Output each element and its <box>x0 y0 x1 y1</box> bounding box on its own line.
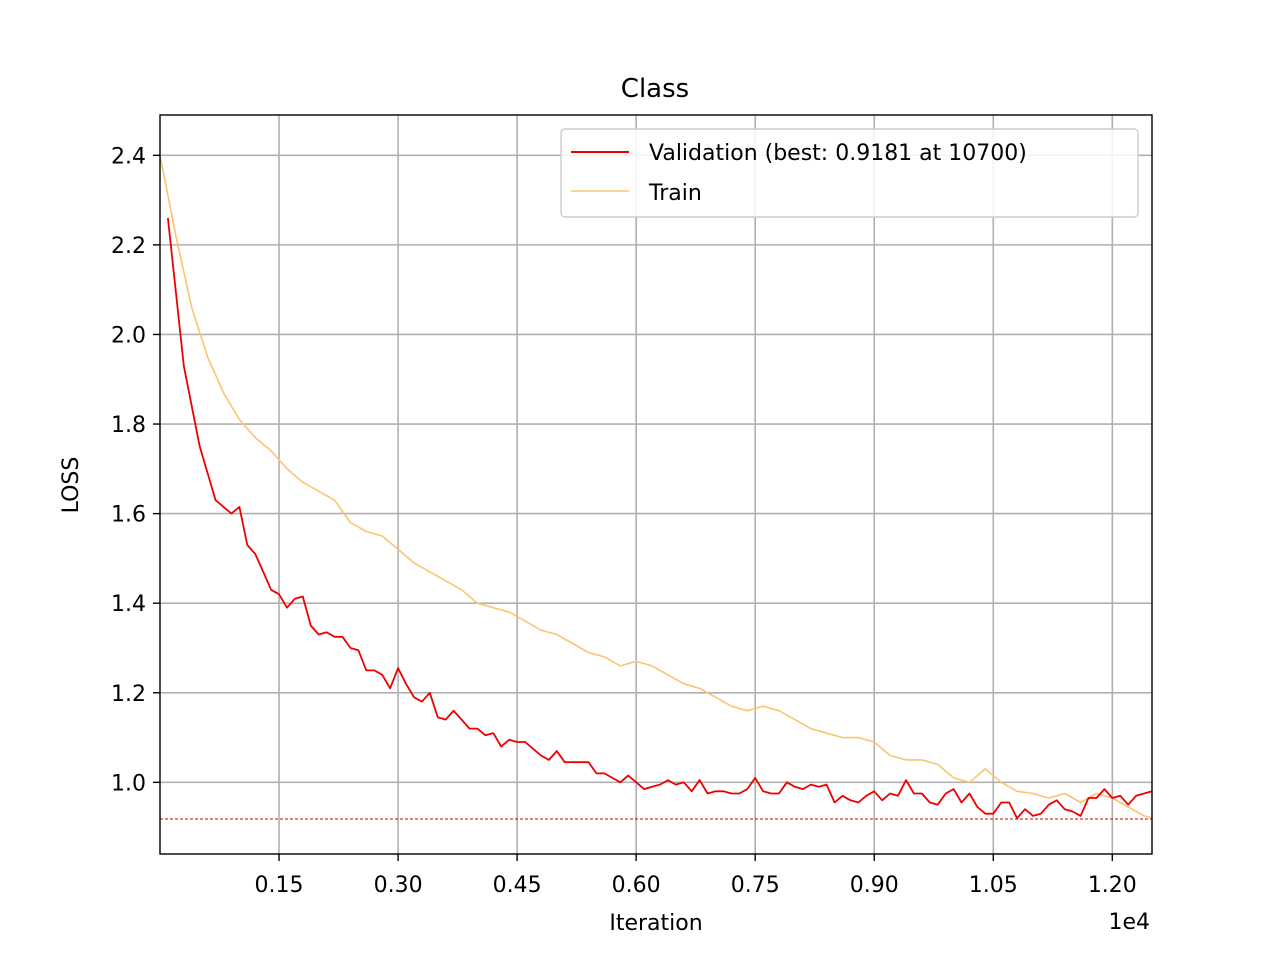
y-tick-label: 1.0 <box>111 771 146 796</box>
x-axis-label: Iteration <box>609 911 702 936</box>
grid-lines <box>160 115 1152 854</box>
plot-frame <box>159 114 1153 855</box>
series-lines <box>159 155 1153 820</box>
y-tick-label: 2.4 <box>111 144 146 169</box>
axis-ticks: 0.15 0.30 0.45 0.60 0.75 0.90 1.05 1.20 1.0 1.2 1.… <box>111 144 1137 898</box>
y-tick-label: 2.0 <box>111 323 146 348</box>
legend: Validation (best: 0.9181 at 10700) Train <box>560 128 1139 218</box>
series-line-validation <box>167 217 1153 820</box>
y-tick-label: 1.4 <box>111 592 146 617</box>
x-tick-label: 0.15 <box>255 873 304 898</box>
legend-label-train: Train <box>648 181 702 206</box>
x-offset-label: 1e4 <box>1108 910 1150 935</box>
y-axis-label: LOSS <box>59 457 84 514</box>
x-tick-label: 0.90 <box>850 873 899 898</box>
y-tick-label: 1.6 <box>111 503 146 528</box>
x-tick-label: 0.30 <box>374 873 423 898</box>
x-tick-label: 1.05 <box>969 873 1018 898</box>
x-tick-label: 0.60 <box>612 873 661 898</box>
chart-title: Class <box>621 74 689 104</box>
legend-box <box>560 128 1139 218</box>
series-line-train <box>159 155 1153 819</box>
y-tick-label: 2.2 <box>111 234 146 259</box>
x-tick-label: 0.45 <box>493 873 542 898</box>
legend-label-validation: Validation (best: 0.9181 at 10700) <box>649 141 1027 166</box>
y-tick-label: 1.8 <box>111 413 146 438</box>
x-tick-label: 0.75 <box>731 873 780 898</box>
y-tick-label: 1.2 <box>111 682 146 707</box>
x-tick-label: 1.20 <box>1088 873 1137 898</box>
